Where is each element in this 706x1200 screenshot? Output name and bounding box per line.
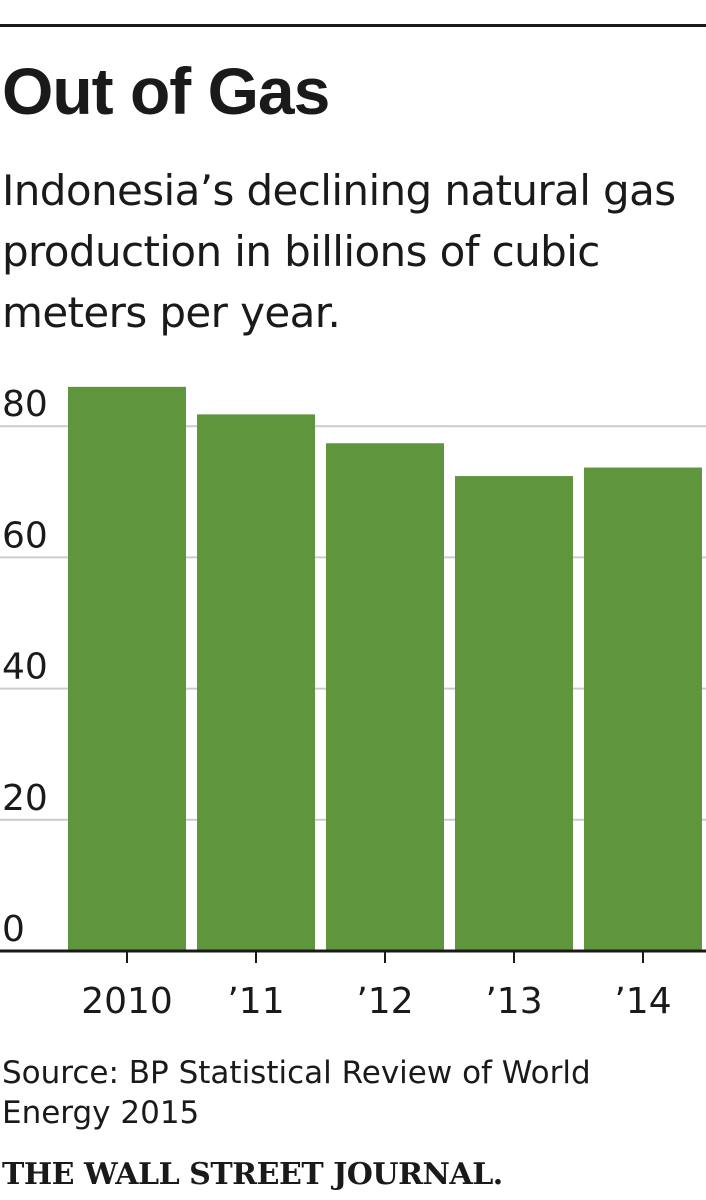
y-tick-labels: 0 20 40 60 80 <box>2 384 48 950</box>
y-tick-label-0: 0 <box>2 909 25 950</box>
x-tick-label-4: ’14 <box>614 981 671 1022</box>
x-tick-label-0: 2010 <box>81 981 173 1022</box>
bar-0 <box>68 386 186 952</box>
bar-2 <box>326 443 444 951</box>
y-tick-label-80: 80 <box>2 384 48 425</box>
bar-4 <box>584 467 702 951</box>
bar-chart: 0 20 40 60 80 2010 ’11 ’12 ’13 ’14 <box>0 384 706 1022</box>
bars <box>68 386 702 952</box>
x-tick-label-2: ’12 <box>356 981 413 1022</box>
x-tick-label-1: ’11 <box>227 981 284 1022</box>
y-tick-label-60: 60 <box>2 515 48 556</box>
top-rule <box>0 24 706 27</box>
publisher-logo: THE WALL STREET JOURNAL. <box>2 1157 503 1192</box>
x-tick-labels: 2010 ’11 ’12 ’13 ’14 <box>81 951 672 1022</box>
source-note: Source: BP Statistical Review of World E… <box>2 1055 591 1131</box>
bar-1 <box>197 414 315 952</box>
x-tick-label-3: ’13 <box>485 981 542 1022</box>
y-tick-label-20: 20 <box>2 778 48 819</box>
chart-subtitle: Indonesia’s declining natural gas produc… <box>2 166 676 337</box>
chart-title: Out of Gas <box>2 54 330 128</box>
y-tick-label-40: 40 <box>2 647 48 688</box>
bar-3 <box>455 476 573 951</box>
